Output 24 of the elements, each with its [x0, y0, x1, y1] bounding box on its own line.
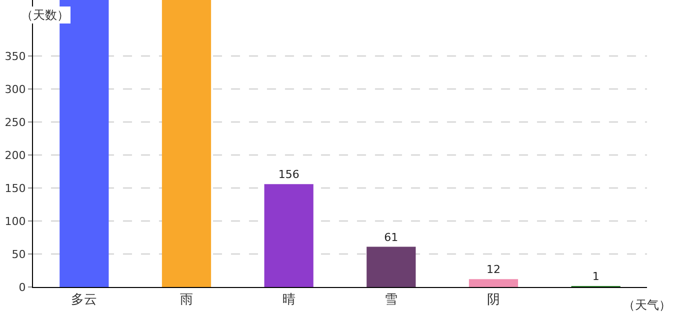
bar — [264, 184, 314, 287]
bar — [468, 279, 518, 287]
x-tick-label: 雨 — [180, 292, 193, 308]
bar — [60, 0, 109, 287]
y-axis-title: （天数） — [21, 8, 69, 22]
y-tick-label: 200 — [4, 148, 26, 162]
x-tick-label: 阴 — [487, 292, 500, 308]
x-tick-label: 多云 — [71, 292, 98, 308]
y-tick-label: 250 — [4, 116, 26, 129]
y-tick-label: 0 — [18, 280, 26, 294]
y-tick-label: 350 — [4, 50, 26, 63]
data-label: 1 — [592, 270, 600, 283]
x-tick-label: 晴 — [282, 292, 296, 308]
y-tick-label: 50 — [12, 248, 26, 261]
y-tick-label: 300 — [4, 82, 26, 96]
bar — [366, 246, 416, 287]
y-tick-label: 150 — [4, 182, 26, 195]
x-axis-title: （天气） — [623, 298, 671, 312]
data-label: 12 — [486, 263, 500, 276]
data-label: 61 — [384, 230, 398, 244]
bar — [162, 0, 212, 287]
y-tick-label: 100 — [4, 214, 26, 228]
data-label: 156 — [278, 168, 300, 182]
x-tick-label: 雪 — [384, 292, 398, 308]
